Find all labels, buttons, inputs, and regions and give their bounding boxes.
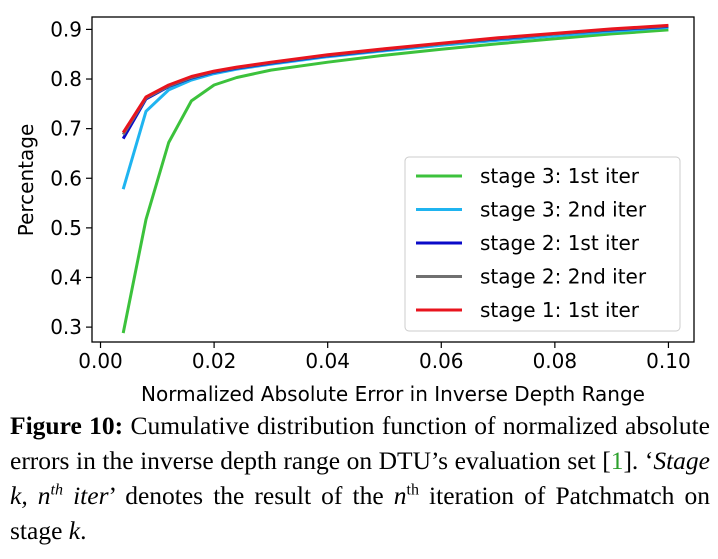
legend-label: stage 3: 1st iter: [480, 164, 640, 188]
caption-text: ]. ‘: [623, 446, 654, 475]
x-axis-ticks: 0.00 0.02 0.04 0.06 0.08 0.10: [78, 342, 691, 373]
x-tick-label: 0.02: [192, 349, 237, 373]
y-tick-label: 0.3: [50, 315, 82, 339]
figure-caption: Figure 10: Cumulative distribution funct…: [10, 408, 710, 548]
cdf-chart: 0.00 0.02 0.04 0.06 0.08 0.10 0.3 0.4 0.5 0.6 0.7…: [14, 16, 695, 406]
x-tick-label: 0.04: [305, 349, 350, 373]
caption-figure-label: Figure 10:: [10, 411, 124, 440]
caption-superscript: th: [406, 481, 419, 499]
caption-math-k: k: [68, 516, 81, 545]
y-tick-label: 0.5: [50, 216, 82, 240]
series-lines: [121, 23, 669, 334]
legend-label: stage 1: 1st iter: [480, 298, 640, 322]
caption-text: ’ denotes the result of the: [108, 481, 394, 510]
y-axis-label: Percentage: [14, 124, 38, 237]
y-tick-label: 0.6: [50, 166, 82, 190]
x-tick-label: 0.06: [419, 349, 464, 373]
series-line: [121, 28, 669, 334]
y-axis-ticks: 0.3 0.4 0.5 0.6 0.7 0.8 0.9: [50, 17, 92, 339]
caption-text: Cumulative distribution function of norm…: [10, 411, 710, 475]
legend-label: stage 3: 2nd iter: [480, 198, 647, 222]
x-tick-label: 0.00: [78, 349, 123, 373]
x-tick-label: 0.08: [533, 349, 578, 373]
y-tick-label: 0.4: [50, 265, 82, 289]
series-line: [121, 23, 669, 134]
citation-link[interactable]: 1: [610, 446, 624, 475]
x-tick-label: 0.10: [646, 349, 691, 373]
x-axis-label: Normalized Absolute Error in Inverse Dep…: [141, 382, 645, 406]
legend-label: stage 2: 1st iter: [480, 231, 640, 255]
y-tick-label: 0.9: [50, 17, 82, 41]
y-tick-label: 0.7: [50, 117, 82, 141]
legend-box: [404, 156, 681, 332]
legend: stage 3: 1st iter stage 3: 2nd iter stage …: [404, 156, 681, 332]
plot-frame: [91, 16, 695, 343]
caption-text: iteration of Patchmatch on stage: [10, 481, 711, 545]
caption-math-n: n: [393, 481, 407, 510]
legend-label: stage 2: 2nd iter: [480, 265, 647, 289]
y-tick-label: 0.8: [50, 67, 82, 91]
caption-italic: Stage k, nth iter: [10, 446, 710, 510]
caption-text: .: [80, 516, 87, 545]
